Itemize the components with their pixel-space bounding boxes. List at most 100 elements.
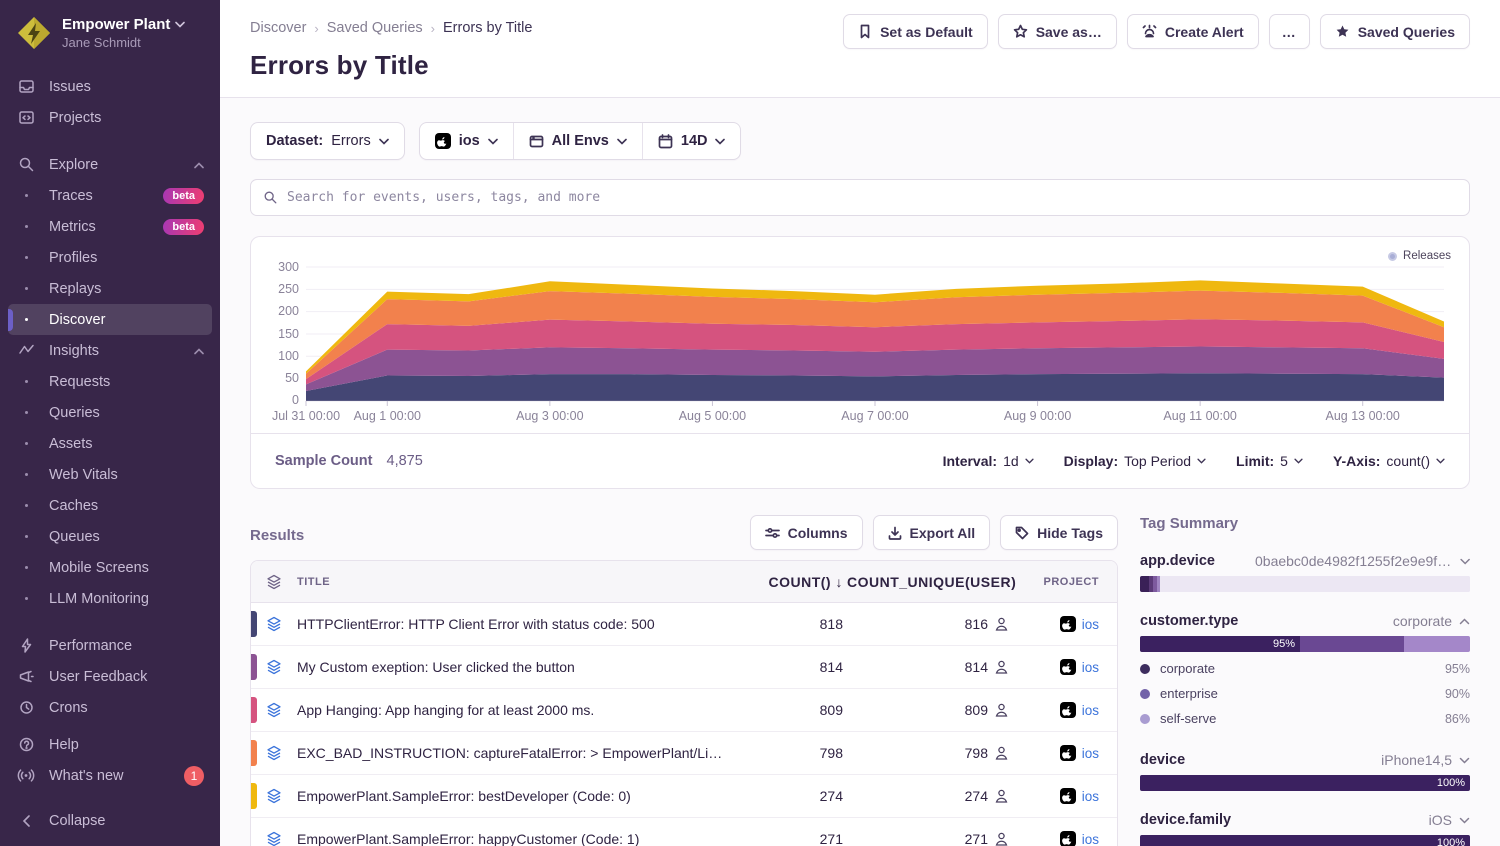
project-link[interactable]: ios bbox=[1082, 789, 1099, 804]
column-project[interactable]: PROJECT bbox=[1012, 576, 1117, 588]
beta-badge: beta bbox=[163, 219, 204, 235]
star-filled-icon bbox=[1335, 24, 1350, 39]
project-link[interactable]: ios bbox=[1082, 703, 1099, 718]
user-icon bbox=[995, 703, 1008, 717]
table-row[interactable]: EmpowerPlant.SampleError: bestDeveloper … bbox=[251, 775, 1117, 818]
series-color-bar bbox=[251, 611, 257, 637]
y-axis-select[interactable]: Y-Axis: count() bbox=[1333, 453, 1445, 469]
project-link[interactable]: ios bbox=[1082, 660, 1099, 675]
sidebar-item-discover[interactable]: Discover bbox=[8, 304, 212, 335]
sidebar-item-replays[interactable]: Replays bbox=[0, 273, 220, 304]
sidebar-item-queues[interactable]: Queues bbox=[0, 521, 220, 552]
column-count-unique[interactable]: COUNT_UNIQUE(USER) bbox=[847, 574, 1012, 590]
table-row[interactable]: EmpowerPlant.SampleError: happyCustomer … bbox=[251, 818, 1117, 846]
clock-icon bbox=[16, 699, 36, 716]
error-title[interactable]: HTTPClientError: HTTP Client Error with … bbox=[297, 616, 737, 632]
column-count[interactable]: COUNT() ↓ bbox=[737, 574, 847, 590]
alert-bell-icon bbox=[1142, 24, 1157, 39]
project-link[interactable]: ios bbox=[1082, 617, 1099, 632]
apple-icon bbox=[1060, 788, 1076, 804]
x-tick-label: Aug 3 00:00 bbox=[516, 409, 583, 423]
display-select[interactable]: Display: Top Period bbox=[1064, 453, 1206, 469]
chart-legend[interactable]: Releases bbox=[1388, 250, 1451, 262]
broadcast-icon bbox=[16, 767, 36, 784]
sidebar-item-user-feedback[interactable]: User Feedback bbox=[0, 661, 220, 692]
export-all-button[interactable]: Export All bbox=[873, 515, 991, 550]
error-title[interactable]: EmpowerPlant.SampleError: happyCustomer … bbox=[297, 831, 737, 846]
chevron-up-icon bbox=[1459, 618, 1470, 625]
error-title[interactable]: App Hanging: App hanging for at least 20… bbox=[297, 702, 737, 718]
tag-distribution-bar[interactable] bbox=[1140, 576, 1470, 592]
sidebar-item-whats-new[interactable]: What's new 1 bbox=[0, 760, 220, 791]
count-unique-value: 271 bbox=[965, 831, 988, 846]
project-selector[interactable]: ios bbox=[420, 123, 513, 159]
tag-distribution-bar[interactable]: 100% bbox=[1140, 835, 1470, 846]
chevron-down-icon bbox=[1025, 458, 1034, 464]
sidebar-item-help[interactable]: Help bbox=[0, 729, 220, 760]
search-input[interactable] bbox=[287, 190, 1457, 205]
sidebar-item-requests[interactable]: Requests bbox=[0, 366, 220, 397]
sidebar-item-assets[interactable]: Assets bbox=[0, 428, 220, 459]
save-as-button[interactable]: Save as… bbox=[998, 14, 1117, 49]
sidebar-item-insights[interactable]: Insights bbox=[0, 335, 220, 366]
breadcrumb-saved-queries[interactable]: Saved Queries bbox=[327, 20, 423, 36]
table-row[interactable]: EXC_BAD_INSTRUCTION: captureFatalError: … bbox=[251, 732, 1117, 775]
sidebar-item-issues[interactable]: Issues bbox=[0, 71, 220, 102]
sidebar-item-queries[interactable]: Queries bbox=[0, 397, 220, 428]
sidebar-item-explore[interactable]: Explore bbox=[0, 149, 220, 180]
table-row[interactable]: My Custom exeption: User clicked the but… bbox=[251, 646, 1117, 689]
results-section: Results Columns Export All Hide Tags bbox=[250, 515, 1118, 846]
create-alert-button[interactable]: Create Alert bbox=[1127, 14, 1259, 49]
window-icon bbox=[529, 134, 544, 149]
hide-tags-button[interactable]: Hide Tags bbox=[1000, 515, 1118, 550]
tag-distribution-bar[interactable]: 100% bbox=[1140, 775, 1470, 791]
table-row[interactable]: App Hanging: App hanging for at least 20… bbox=[251, 689, 1117, 732]
environment-selector[interactable]: All Envs bbox=[513, 123, 642, 159]
bullet-icon bbox=[16, 287, 36, 290]
tag-legend-item[interactable]: enterprise 90% bbox=[1140, 681, 1470, 706]
tag-section-toggle[interactable]: customer.type corporate bbox=[1140, 613, 1470, 629]
sidebar-item-profiles[interactable]: Profiles bbox=[0, 242, 220, 273]
sidebar-item-llm-monitoring[interactable]: LLM Monitoring bbox=[0, 583, 220, 614]
project-link[interactable]: ios bbox=[1082, 746, 1099, 761]
column-title[interactable]: TITLE bbox=[297, 576, 737, 588]
tag-distribution-bar[interactable]: 95% bbox=[1140, 636, 1470, 652]
tag-section-toggle[interactable]: device iPhone14,5 bbox=[1140, 752, 1470, 768]
sidebar-item-mobile-screens[interactable]: Mobile Screens bbox=[0, 552, 220, 583]
saved-queries-button[interactable]: Saved Queries bbox=[1320, 14, 1470, 49]
interval-select[interactable]: Interval: 1d bbox=[943, 453, 1034, 469]
table-row[interactable]: HTTPClientError: HTTP Client Error with … bbox=[251, 603, 1117, 646]
tag-section-toggle[interactable]: app.device 0baebc0de4982f1255f2e9e9fb7… bbox=[1140, 553, 1470, 569]
main-content: Discover › Saved Queries › Errors by Tit… bbox=[220, 0, 1500, 846]
tag-bar-segment bbox=[1140, 576, 1149, 592]
error-title[interactable]: EXC_BAD_INSTRUCTION: captureFatalError: … bbox=[297, 745, 737, 761]
org-switcher[interactable]: Empower Plant Jane Schmidt bbox=[0, 0, 220, 63]
org-name[interactable]: Empower Plant bbox=[62, 16, 170, 33]
sidebar-item-traces[interactable]: Traces beta bbox=[0, 180, 220, 211]
breadcrumb-discover[interactable]: Discover bbox=[250, 20, 306, 36]
sidebar-collapse-button[interactable]: Collapse bbox=[0, 805, 220, 836]
set-as-default-button[interactable]: Set as Default bbox=[843, 14, 988, 49]
project-link[interactable]: ios bbox=[1082, 832, 1099, 846]
sidebar-item-web-vitals[interactable]: Web Vitals bbox=[0, 459, 220, 490]
sidebar-item-performance[interactable]: Performance bbox=[0, 630, 220, 661]
tag-legend-item[interactable]: self-serve 86% bbox=[1140, 706, 1470, 731]
sidebar-item-caches[interactable]: Caches bbox=[0, 490, 220, 521]
time-series-chart[interactable]: Releases 050100150200250300 Jul 31 00:00… bbox=[251, 237, 1469, 433]
dataset-selector[interactable]: Dataset: Errors bbox=[251, 123, 404, 159]
y-tick-label: 300 bbox=[278, 260, 299, 274]
tag-legend-item[interactable]: corporate 95% bbox=[1140, 656, 1470, 681]
sliders-icon bbox=[765, 526, 780, 540]
sidebar-item-crons[interactable]: Crons bbox=[0, 692, 220, 723]
sidebar-item-metrics[interactable]: Metrics beta bbox=[0, 211, 220, 242]
error-title[interactable]: EmpowerPlant.SampleError: bestDeveloper … bbox=[297, 788, 737, 804]
limit-select[interactable]: Limit: 5 bbox=[1236, 453, 1303, 469]
columns-button[interactable]: Columns bbox=[750, 515, 863, 550]
tag-section-toggle[interactable]: device.family iOS bbox=[1140, 812, 1470, 828]
more-options-button[interactable]: … bbox=[1269, 14, 1310, 49]
lightning-icon bbox=[16, 637, 36, 654]
error-title[interactable]: My Custom exeption: User clicked the but… bbox=[297, 659, 737, 675]
sidebar-item-projects[interactable]: Projects bbox=[0, 102, 220, 133]
date-range-selector[interactable]: 14D bbox=[642, 123, 741, 159]
bullet-icon bbox=[16, 411, 36, 414]
